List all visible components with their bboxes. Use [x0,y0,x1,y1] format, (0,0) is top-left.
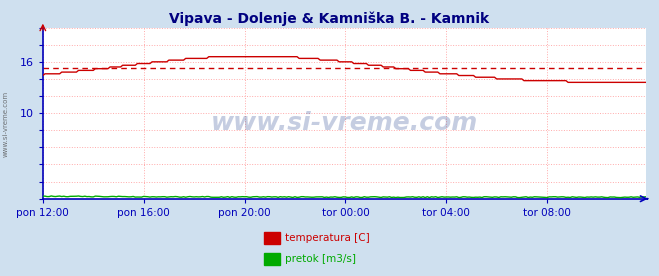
Text: www.si-vreme.com: www.si-vreme.com [211,112,478,136]
Text: pretok [m3/s]: pretok [m3/s] [285,254,357,264]
Bar [264,253,280,265]
Bar [264,232,280,244]
Text: Vipava - Dolenje & Kamniška B. - Kamnik: Vipava - Dolenje & Kamniška B. - Kamnik [169,11,490,26]
Text: www.si-vreme.com: www.si-vreme.com [2,91,9,157]
Text: temperatura [C]: temperatura [C] [285,233,370,243]
